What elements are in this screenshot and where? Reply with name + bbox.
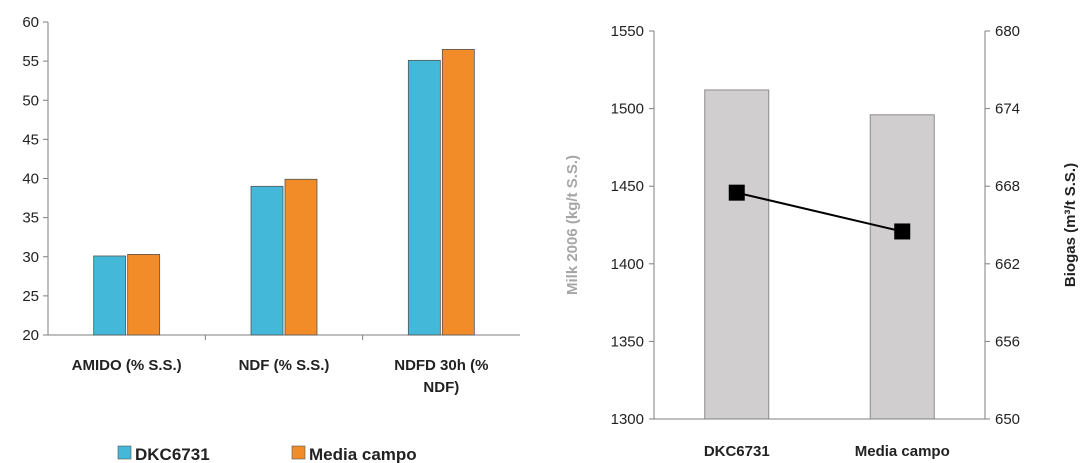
y-tick-label: 1350 bbox=[611, 333, 644, 350]
y-tick-label: 1300 bbox=[611, 411, 644, 428]
legend-swatch bbox=[117, 445, 132, 460]
legend-label: Media campo bbox=[309, 445, 417, 463]
bar-dkc6731 bbox=[93, 255, 127, 336]
y-tick-label: 25 bbox=[22, 288, 39, 305]
y2-tick-label: 674 bbox=[995, 101, 1020, 118]
bar-milk bbox=[869, 114, 935, 420]
x-category-label: NDF (% S.S.) bbox=[239, 357, 330, 374]
bar-media-campo bbox=[127, 254, 161, 336]
line-biogas bbox=[736, 191, 903, 233]
x-category-label: NDFD 30h (% bbox=[394, 357, 488, 374]
bar-dkc6731 bbox=[250, 185, 284, 336]
bar-line-chart-milk-biogas: 1300 1350 1400 1450 1500 1550 650 656 662 668 674 6… bbox=[564, 23, 1079, 460]
bar-dkc6731 bbox=[407, 59, 441, 336]
y-tick-label: 20 bbox=[22, 327, 39, 344]
bar-media-campo bbox=[284, 178, 318, 336]
y-tick-label: 1500 bbox=[611, 101, 644, 118]
bar-chart-composition: 20 25 30 35 40 45 50 55 60 AMIDO (% S.S.) NDF (% S… bbox=[22, 14, 520, 463]
marker-biogas bbox=[728, 184, 745, 201]
y2-tick-label: 668 bbox=[995, 178, 1020, 195]
y2-tick-label: 662 bbox=[995, 256, 1020, 273]
y-tick-label: 1450 bbox=[611, 178, 644, 195]
y-tick-label: 30 bbox=[22, 249, 39, 266]
y-tick-label: 1550 bbox=[611, 23, 644, 40]
bar-media-campo bbox=[441, 48, 475, 336]
x-category-label: NDF) bbox=[423, 379, 459, 396]
y2-tick-label: 680 bbox=[995, 23, 1020, 40]
marker-biogas bbox=[894, 223, 911, 240]
legend-label: DKC6731 bbox=[135, 445, 210, 463]
y2-axis-title: Biogas (m³/t S.S.) bbox=[1062, 163, 1079, 287]
x-category-label: Media campo bbox=[855, 443, 950, 460]
x-category-label: DKC6731 bbox=[704, 443, 770, 460]
bar-milk bbox=[704, 89, 770, 420]
y-tick-label: 45 bbox=[22, 131, 39, 148]
y-tick-label: 40 bbox=[22, 171, 39, 188]
y-tick-label: 60 bbox=[22, 14, 39, 31]
y-axis-title: Milk 2006 (kg/t S.S.) bbox=[564, 155, 581, 295]
legend-swatch bbox=[291, 445, 306, 460]
y-tick-label: 35 bbox=[22, 210, 39, 227]
y-tick-label: 55 bbox=[22, 53, 39, 70]
y2-tick-label: 650 bbox=[995, 411, 1020, 428]
y-tick-label: 50 bbox=[22, 92, 39, 109]
y2-tick-label: 656 bbox=[995, 333, 1020, 350]
y-tick-label: 1400 bbox=[611, 256, 644, 273]
x-category-label: AMIDO (% S.S.) bbox=[72, 357, 182, 374]
